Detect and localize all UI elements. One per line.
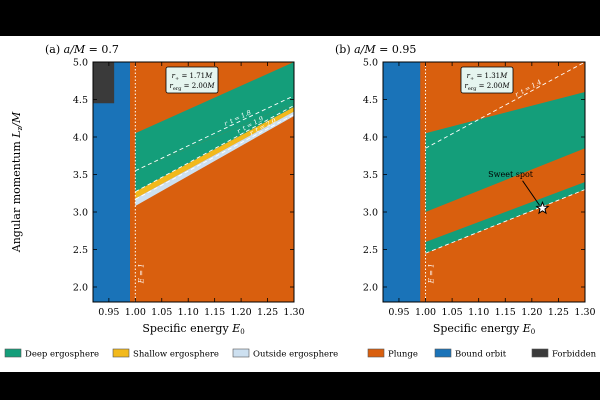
axes-frame [382, 61, 586, 303]
y-axis-label: Angular momentum Lz/M [10, 111, 24, 253]
info-box-line-1: rerg = 2.00M [465, 82, 511, 92]
x-tick-label-3: 1.10 [178, 307, 199, 318]
info-box-line-0: r+ = 1.31M [467, 72, 508, 82]
x-tick-label-0: 0.95 [98, 307, 119, 318]
x-tick-label-2: 1.05 [151, 307, 172, 318]
dashed-line-0 [135, 95, 294, 172]
y-tick-label-2: 3.0 [73, 208, 88, 219]
x-tick-label-1: 1.00 [415, 307, 436, 318]
panels: r_t = 1.8r_t = 1.9r_t = 2.0E = 1r+ = 1.7… [10, 43, 596, 336]
shallow-ergosphere-region [135, 107, 294, 199]
vertical-line-label: E = 1 [428, 263, 436, 284]
y-tick-label-3: 3.5 [363, 170, 378, 181]
x-tick-label-1: 1.00 [125, 307, 146, 318]
sweet-spot-star [535, 200, 550, 215]
legend-swatch-1 [112, 348, 130, 358]
deep-ergosphere-region [135, 103, 294, 192]
panel-title: (b) a/M = 0.95 [335, 43, 416, 56]
dashed-line-0 [425, 62, 585, 149]
legend-swatch-4 [434, 348, 452, 358]
x-tick-label-4: 1.15 [204, 307, 225, 318]
x-tick-label-4: 1.15 [495, 307, 516, 318]
bound-orbit-region [383, 62, 421, 302]
x-tick-label-6: 1.25 [257, 307, 278, 318]
x-axis-label: Specific energy E0 [433, 322, 535, 336]
legend-label-1: Shallow ergosphere [133, 350, 219, 360]
x-tick-label-7: 1.30 [283, 307, 304, 318]
y-tick-label-6: 5.0 [363, 58, 378, 69]
x-tick-label-0: 0.95 [388, 307, 409, 318]
info-box [460, 66, 514, 94]
outside-ergosphere-region [135, 111, 294, 206]
legend-label-2: Outside ergosphere [253, 350, 338, 360]
x-tick-label-7: 1.30 [574, 307, 595, 318]
y-tick-label-5: 4.5 [73, 95, 88, 106]
x-tick-label-2: 1.05 [442, 307, 463, 318]
legend-label-4: Bound orbit [455, 350, 507, 360]
panel-a: r_t = 1.8r_t = 1.9r_t = 2.0E = 1r+ = 1.7… [10, 43, 305, 336]
legend-swatch-5 [531, 348, 549, 358]
y-tick-label-5: 4.5 [363, 95, 378, 106]
dashed-line-1 [425, 189, 585, 254]
sweet-spot-arrow [522, 180, 540, 206]
y-tick-label-2: 3.0 [363, 208, 378, 219]
info-box-line-1: rerg = 2.00M [170, 82, 216, 92]
panel-title: (a) a/M = 0.7 [45, 43, 119, 56]
y-tick-label-1: 2.5 [363, 245, 378, 256]
y-tick-label-3: 3.5 [73, 170, 88, 181]
y-tick-label-0: 2.0 [363, 283, 378, 294]
legend-label-5: Forbidden [552, 350, 597, 360]
legend-swatch-0 [4, 348, 22, 358]
legend-swatch-3 [367, 348, 385, 358]
x-tick-label-5: 1.20 [521, 307, 542, 318]
plot-area: r_t = 1.4E = 1 [383, 62, 585, 302]
plunge-bottom-region [425, 189, 585, 302]
x-tick-label-3: 1.10 [468, 307, 489, 318]
sweet-spot-label: Sweet spot [488, 170, 534, 179]
x-axis-label: Specific energy E0 [142, 322, 244, 336]
legend-label-0: Deep ergosphere [25, 350, 99, 360]
legend: Deep ergosphere Shallow ergosphere Outside… [4, 348, 597, 360]
y-tick-label-4: 4.0 [73, 133, 88, 144]
y-tick-label-4: 4.0 [363, 133, 378, 144]
plot-area: r_t = 1.8r_t = 1.9r_t = 2.0E = 1 [93, 62, 294, 302]
x-tick-label-6: 1.25 [548, 307, 569, 318]
plunge-middle-region [425, 148, 585, 242]
axes-frame [92, 61, 295, 303]
legend-label-3: Plunge [388, 350, 418, 360]
vertical-line-label: E = 1 [137, 263, 145, 284]
y-tick-label-6: 5.0 [73, 58, 88, 69]
dashed-line-2 [135, 114, 294, 200]
y-tick-label-0: 2.0 [73, 283, 88, 294]
y-tick-label-1: 2.5 [73, 245, 88, 256]
dashed-line-1 [135, 105, 294, 193]
forbidden-region-overlay [93, 62, 115, 104]
legend-swatch-2 [232, 348, 250, 358]
x-tick-label-5: 1.20 [231, 307, 252, 318]
deep-ergosphere-upper-region [135, 62, 294, 171]
info-box [165, 66, 219, 94]
info-box-line-0: r+ = 1.71M [172, 72, 213, 82]
